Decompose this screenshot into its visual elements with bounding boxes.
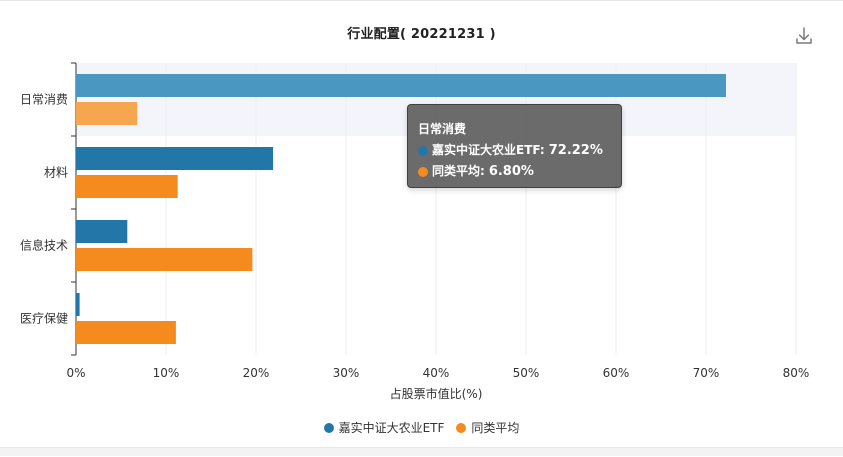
- bar[interactable]: [76, 147, 274, 170]
- x-tick-label: 0%: [66, 366, 85, 380]
- legend-item-fund[interactable]: 嘉实中证大农业ETF: [323, 419, 445, 436]
- chart-tooltip: 日常消费 嘉实中证大农业ETF: 72.22% 同类平均: 6.80%: [407, 104, 622, 188]
- bar[interactable]: [76, 175, 178, 198]
- x-tick-label: 10%: [153, 366, 180, 380]
- download-icon: [796, 27, 812, 44]
- legend-fund-dot: [323, 422, 334, 433]
- tooltip-series-label: 嘉实中证大农业ETF:: [432, 143, 545, 157]
- y-tick-label: 日常消费: [20, 93, 68, 107]
- chart-title: 行业配置( 20221231 ): [347, 27, 496, 42]
- chart-legend: 嘉实中证大农业ETF 同类平均: [0, 419, 843, 436]
- tooltip-series-label: 同类平均:: [432, 164, 485, 178]
- tooltip-row-fund: 嘉实中证大农业ETF: 72.22%: [418, 140, 611, 161]
- x-tick-label: 70%: [693, 366, 720, 380]
- legend-fund-label: 嘉实中证大农业ETF: [338, 421, 445, 435]
- bottom-strip: [0, 447, 843, 456]
- tooltip-series-dot: [418, 166, 428, 177]
- bar[interactable]: [76, 102, 138, 125]
- x-tick-label: 40%: [423, 366, 450, 380]
- bar[interactable]: [76, 220, 128, 243]
- legend-average-dot: [456, 422, 467, 433]
- legend-average-label: 同类平均: [471, 421, 520, 435]
- x-axis-label: 占股票市值比(%): [390, 386, 483, 401]
- x-tick-label: 60%: [603, 366, 630, 380]
- bar[interactable]: [76, 74, 726, 97]
- bar[interactable]: [76, 248, 253, 271]
- tooltip-row-average: 同类平均: 6.80%: [418, 161, 611, 182]
- y-tick-label: 材料: [44, 166, 68, 180]
- tooltip-series-value: 72.22%: [548, 143, 603, 158]
- y-tick-label: 信息技术: [20, 238, 68, 253]
- tooltip-category: 日常消费: [418, 122, 467, 136]
- legend-item-average[interactable]: 同类平均: [456, 419, 519, 436]
- bar[interactable]: [76, 321, 176, 344]
- y-tick-label: 医疗保健: [20, 312, 68, 326]
- tooltip-series-value: 6.80%: [488, 164, 534, 179]
- download-button[interactable]: [793, 25, 815, 47]
- x-tick-label: 20%: [243, 366, 270, 380]
- x-tick-label: 50%: [513, 366, 540, 380]
- bar[interactable]: [76, 293, 80, 316]
- x-tick-label: 30%: [333, 366, 360, 380]
- tooltip-series-dot: [418, 145, 428, 156]
- x-tick-label: 80%: [783, 366, 810, 380]
